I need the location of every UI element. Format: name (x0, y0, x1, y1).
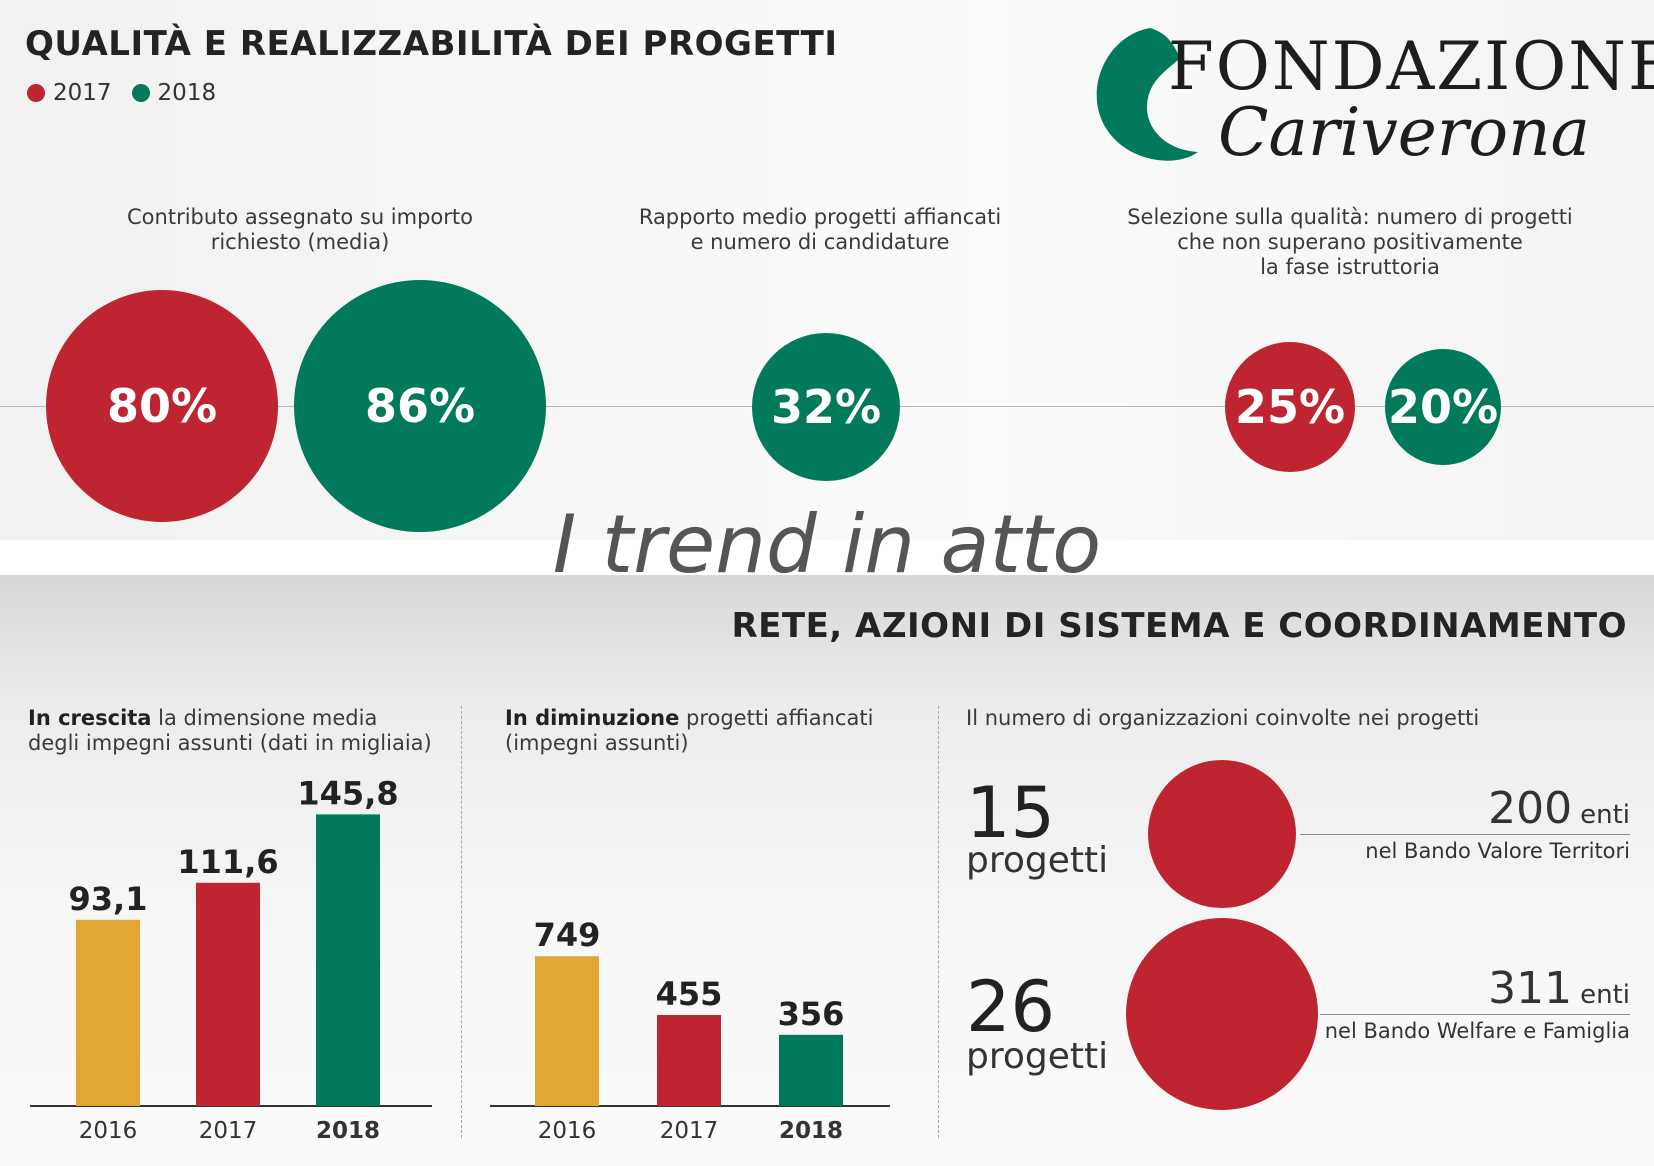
trend-watermark: I trend in atto (552, 498, 1102, 591)
growth-caption-line2: degli impegni assunti (dati in migliaia) (28, 731, 432, 755)
bar-2017 (196, 882, 260, 1106)
logo-line1: FONDAZIONE (1168, 28, 1654, 105)
org-enti-1: 200 enti nel Bando Valore Territori (1300, 786, 1630, 863)
legend: 2017 2018 (27, 80, 216, 106)
org-enti-unit-2: enti (1580, 980, 1630, 1010)
data-label-2018: 356 (778, 995, 845, 1033)
logo-mark-icon (1096, 28, 1198, 161)
bubble-rapporto-2018: 32% (752, 333, 900, 481)
data-label-2016: 749 (534, 916, 601, 954)
org-enti-2: 311 enti nel Bando Welfare e Famiglia (1320, 966, 1630, 1043)
bubble-selezione-2017: 25% (1225, 342, 1355, 472)
org-enti-unit-1: enti (1580, 800, 1630, 830)
growth-caption-line1: la dimensione media (151, 706, 378, 730)
org-enti-value-1: 200 (1488, 783, 1573, 834)
data-label-2016: 93,1 (69, 880, 148, 918)
section2-title: RETE, AZIONI DI SISTEMA E COORDINAMENTO (731, 606, 1627, 646)
decline-caption-bold: In diminuzione (505, 706, 680, 730)
orgs-caption: Il numero di organizzazioni coinvolte ne… (966, 706, 1480, 730)
bubble-contributo-2017: 80% (46, 290, 278, 522)
x-tick-label-2017: 2017 (660, 1118, 719, 1144)
org-rule-1 (1300, 834, 1630, 835)
org-unit-2: progetti (966, 1036, 1109, 1077)
legend-item-2018: 2018 (131, 80, 217, 106)
divider-right (938, 706, 939, 1138)
bar-2018 (316, 814, 380, 1106)
data-label-2017: 455 (656, 975, 723, 1013)
legend-item-2017: 2017 (27, 80, 112, 106)
org-count-1: 15 (966, 772, 1056, 854)
bar-2018 (779, 1034, 843, 1106)
org-bubble-2 (1126, 918, 1318, 1110)
logo-line2: Cariverona (1218, 94, 1590, 171)
decline-caption-line2: (impegni assunti) (505, 731, 689, 755)
bar-2017 (657, 1015, 721, 1106)
org-unit-1: progetti (966, 840, 1109, 881)
growth-bar-chart: 93,1 2016 111,6 2017 145,8 2018 (30, 774, 432, 1144)
decline-caption-line1: progetti affiancati (679, 706, 874, 730)
x-tick-label-2018: 2018 (779, 1118, 843, 1144)
bubble-contributo-2018: 86% (294, 280, 546, 532)
org-bando-2: nel Bando Welfare e Famiglia (1324, 1019, 1630, 1043)
x-tick-label-2018: 2018 (316, 1118, 380, 1144)
org-count-2: 26 (966, 966, 1056, 1048)
bubble-selezione-2018: 20% (1385, 349, 1501, 465)
legend-label-2017: 2017 (53, 80, 112, 106)
fondazione-cariverona-logo: FONDAZIONE Cariverona (1096, 22, 1654, 172)
data-label-2017: 111,6 (177, 843, 278, 881)
legend-label-2018: 2018 (157, 80, 217, 106)
org-enti-value-2: 311 (1488, 963, 1573, 1014)
legend-swatch-2018 (131, 84, 150, 102)
data-label-2018: 145,8 (297, 774, 398, 812)
legend-swatch-2017 (27, 84, 45, 102)
metric-caption-rapporto: Rapporto medio progetti affiancati e num… (638, 205, 1002, 254)
org-bubble-1 (1148, 760, 1296, 908)
decline-caption: In diminuzione progetti affiancati (impe… (505, 706, 905, 756)
x-tick-label-2016: 2016 (538, 1118, 597, 1144)
x-tick-label-2017: 2017 (199, 1118, 258, 1144)
growth-caption: In crescita la dimensione media degli im… (28, 706, 458, 756)
growth-caption-bold: In crescita (28, 706, 152, 730)
main-title: QUALITÀ E REALIZZABILITÀ DEI PROGETTI (25, 24, 838, 64)
metric-caption-contributo: Contributo assegnato su importo richiest… (127, 205, 473, 254)
x-tick-label-2016: 2016 (79, 1118, 138, 1144)
bar-2016 (535, 956, 599, 1106)
decline-bar-chart: 749 2016 455 2017 356 2018 (490, 916, 890, 1144)
metric-caption-selezione: Selezione sulla qualità: numero di proge… (1127, 205, 1573, 279)
bar-2016 (76, 919, 140, 1106)
divider-left (461, 706, 462, 1138)
org-bando-1: nel Bando Valore Territori (1365, 839, 1630, 863)
org-rule-2 (1320, 1014, 1630, 1015)
